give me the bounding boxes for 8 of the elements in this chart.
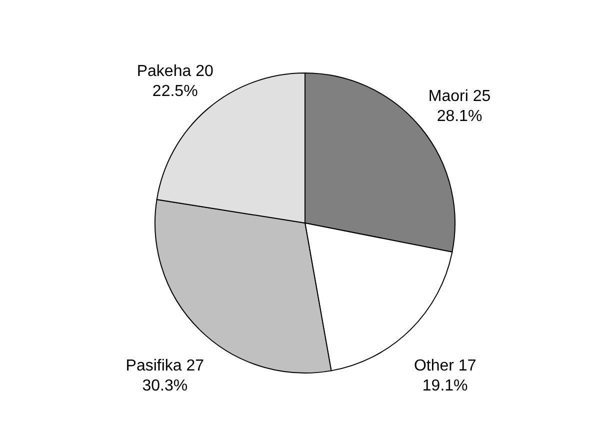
- slice-label: Pakeha 20: [136, 62, 214, 80]
- slice-label: Maori 25: [428, 88, 491, 105]
- slice-label: Other 17: [414, 358, 476, 375]
- slice-label: Pasifika 27: [126, 358, 204, 375]
- data-label: 30.3%: [142, 378, 188, 395]
- data-label: 19.1%: [422, 378, 468, 395]
- data-label: 28.1%: [436, 108, 482, 125]
- data-label: 22.5%: [152, 82, 198, 100]
